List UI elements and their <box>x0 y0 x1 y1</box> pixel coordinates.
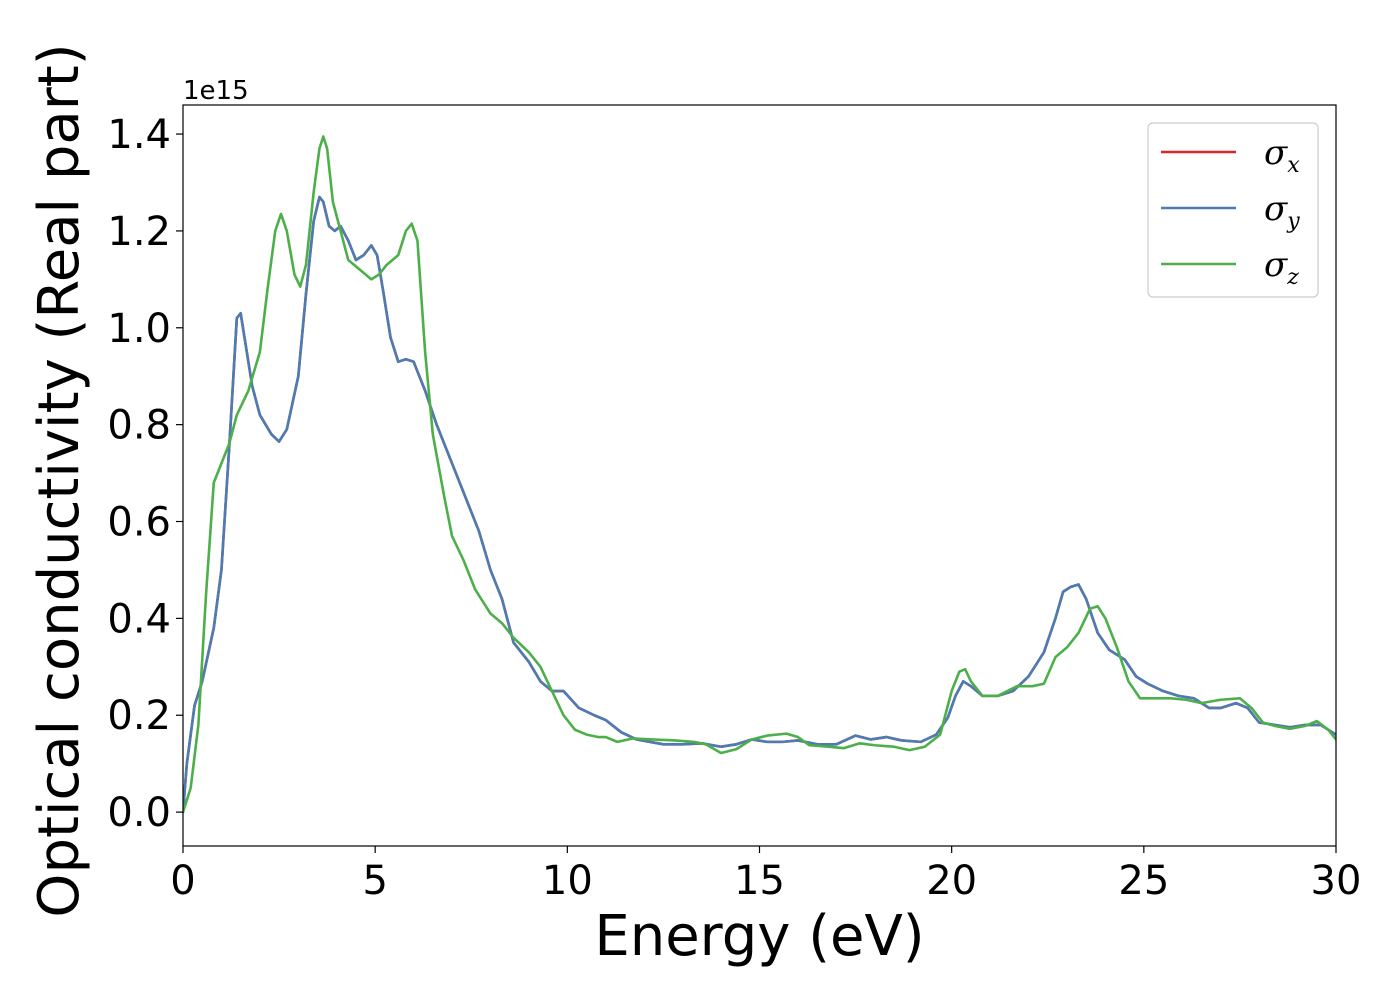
x-tick-label: 5 <box>362 858 387 904</box>
x-tick-label: 10 <box>542 858 593 904</box>
x-tick-label: 15 <box>734 858 785 904</box>
y-tick-label: 1.0 <box>107 306 171 352</box>
x-tick-label: 0 <box>170 858 195 904</box>
legend-label-y: σy <box>1264 189 1300 234</box>
legend: σx σy σz <box>1147 122 1319 298</box>
y-tick-label: 0.2 <box>107 693 171 739</box>
plot-area <box>182 104 1337 847</box>
legend-label-x: σx <box>1264 133 1300 178</box>
y-tick-label: 1.4 <box>107 112 171 158</box>
y-tick-label: 0.4 <box>107 596 171 642</box>
x-tick-label: 25 <box>1118 858 1169 904</box>
x-tick-label: 20 <box>926 858 977 904</box>
y-tick-label: 0.6 <box>107 500 171 546</box>
series-lines <box>183 135 1336 814</box>
legend-box <box>1147 122 1319 298</box>
y-tick-label: 1.2 <box>107 209 171 255</box>
y-axis-title: Optical conductivity (Real part) <box>27 43 92 917</box>
y-tick-label: 0.8 <box>107 403 171 449</box>
y-offset-label: 1e15 <box>183 76 249 106</box>
x-axis-title: Energy (eV) <box>594 904 924 969</box>
series-line-z <box>183 135 1336 814</box>
legend-label-z: σz <box>1264 245 1299 290</box>
axis-ticks: 0 5 10 15 20 25 30 0.0 0.2 0.4 0.6 0.8 1.0 1.2 1.4 <box>107 112 1361 904</box>
y-tick-label: 0.0 <box>107 790 171 836</box>
x-tick-label: 30 <box>1311 858 1362 904</box>
